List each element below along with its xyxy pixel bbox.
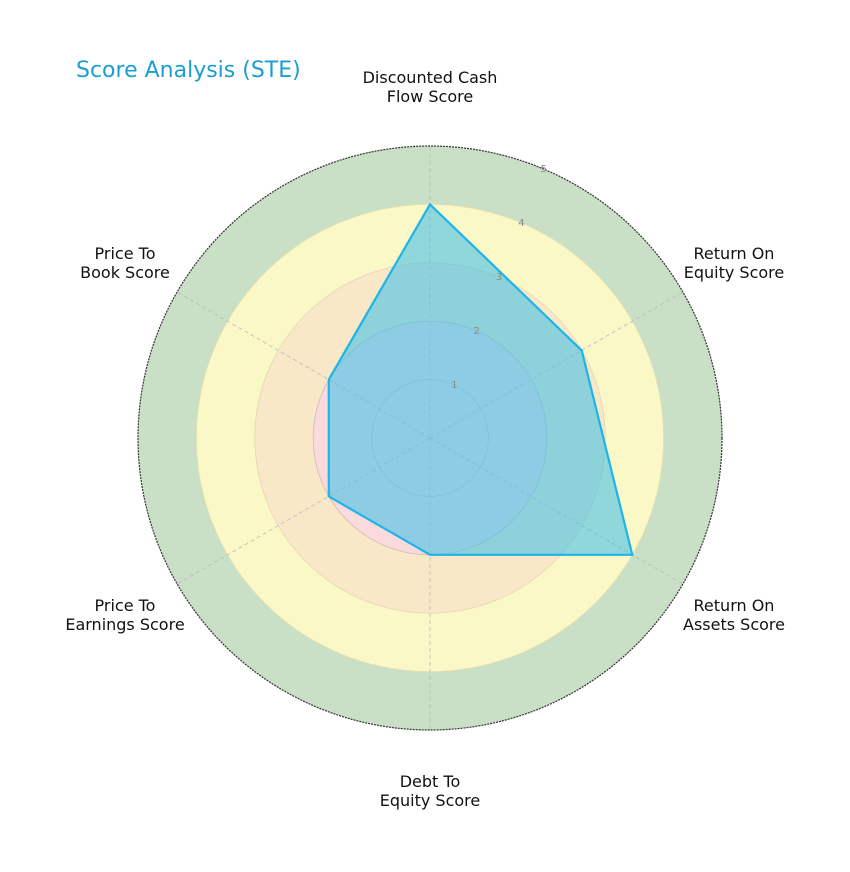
axis-label-line: Book Score — [80, 263, 170, 282]
axis-label-debt-to-equity-score: Debt To Equity Score — [380, 772, 481, 810]
tick-label-1: 1 — [451, 380, 457, 391]
series-ste-polygon — [327, 202, 634, 556]
axis-label-return-on-equity-score: Return On Equity Score — [684, 244, 785, 282]
axis-label-discounted-cash-flow-score: Discounted Cash Flow Score — [363, 68, 498, 106]
axis-label-line: Earnings Score — [65, 615, 185, 634]
axis-label-line: Discounted Cash — [362, 68, 498, 87]
axis-label-line: Return On — [693, 596, 775, 615]
chart-title: Score Analysis (STE) — [76, 58, 301, 83]
tick-label-2: 2 — [474, 326, 480, 337]
axis-label-price-to-earnings-score: Price To Earnings Score — [65, 596, 184, 634]
axis-label-line: Assets Score — [683, 615, 785, 634]
axis-label-line: Debt To — [399, 772, 461, 791]
radial-tick-labels: 1 2 3 4 5 — [451, 164, 547, 391]
axis-label-line: Equity Score — [683, 263, 785, 282]
axis-label-line: Equity Score — [379, 791, 481, 810]
axis-label-line: Flow Score — [386, 87, 474, 106]
axis-label-price-to-book-score: Price To Book Score — [80, 244, 170, 282]
axis-label-return-on-assets-score: Return On Assets Score — [683, 596, 785, 634]
tick-label-4: 4 — [518, 218, 524, 229]
axis-label-line: Return On — [693, 244, 775, 263]
axis-label-line: Price To — [94, 596, 156, 615]
tick-label-5: 5 — [541, 164, 547, 175]
axis-label-line: Price To — [94, 244, 156, 263]
data-polygon — [327, 202, 634, 556]
tick-label-3: 3 — [496, 272, 502, 283]
